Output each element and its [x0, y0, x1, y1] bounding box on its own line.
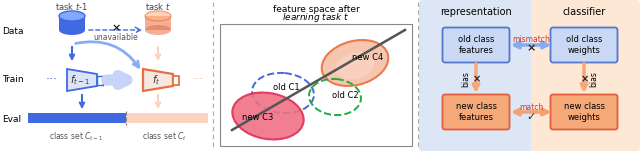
- Text: old class
weights: old class weights: [566, 35, 602, 55]
- Text: unavailable: unavailable: [93, 34, 138, 42]
- Ellipse shape: [59, 25, 85, 35]
- Text: mismatch: mismatch: [512, 34, 550, 43]
- Ellipse shape: [145, 11, 171, 21]
- Text: old class
features: old class features: [458, 35, 494, 55]
- FancyBboxPatch shape: [419, 0, 533, 151]
- Polygon shape: [59, 16, 85, 30]
- FancyBboxPatch shape: [442, 27, 509, 63]
- Ellipse shape: [232, 93, 303, 140]
- Ellipse shape: [322, 40, 388, 86]
- Text: feature space after: feature space after: [273, 5, 360, 13]
- FancyBboxPatch shape: [97, 76, 103, 85]
- Text: Data: Data: [2, 27, 24, 37]
- Text: class set $C_{t-1}$: class set $C_{t-1}$: [49, 131, 103, 143]
- FancyBboxPatch shape: [531, 0, 640, 151]
- Text: task $t$-1: task $t$-1: [56, 0, 88, 11]
- Text: representation: representation: [440, 7, 512, 17]
- Text: learning task $t$: learning task $t$: [282, 11, 349, 24]
- Text: new C3: new C3: [243, 114, 274, 122]
- Polygon shape: [145, 16, 171, 30]
- Polygon shape: [143, 69, 173, 91]
- Text: match: match: [519, 103, 543, 111]
- Text: Eval: Eval: [2, 116, 21, 125]
- Text: old C2: old C2: [332, 90, 358, 100]
- FancyBboxPatch shape: [442, 95, 509, 130]
- FancyBboxPatch shape: [550, 27, 618, 63]
- Text: task $t$: task $t$: [145, 0, 171, 11]
- Text: $f_{t-1}$: $f_{t-1}$: [70, 73, 90, 87]
- Ellipse shape: [145, 25, 171, 35]
- Text: $f_t$: $f_t$: [152, 73, 160, 87]
- Text: class set $C_t$: class set $C_t$: [143, 131, 188, 143]
- Text: old C1: old C1: [273, 84, 300, 93]
- Text: $\checkmark$: $\checkmark$: [526, 111, 536, 121]
- Text: new class
features: new class features: [456, 102, 497, 122]
- Text: $\mathbf{\times}$: $\mathbf{\times}$: [580, 74, 588, 84]
- Polygon shape: [28, 113, 126, 123]
- Ellipse shape: [59, 11, 85, 21]
- Text: ···: ···: [192, 74, 204, 87]
- Text: classifier: classifier: [563, 7, 605, 17]
- Text: $\mathbf{\times}$: $\mathbf{\times}$: [111, 23, 121, 33]
- Text: Train: Train: [2, 76, 24, 85]
- Text: $\mathbf{\times}$: $\mathbf{\times}$: [526, 43, 536, 53]
- Text: ···: ···: [46, 74, 58, 87]
- FancyBboxPatch shape: [126, 113, 208, 123]
- Ellipse shape: [335, 52, 374, 80]
- Text: new C4: new C4: [353, 53, 383, 61]
- Text: $\mathbf{\times}$: $\mathbf{\times}$: [472, 74, 481, 84]
- FancyBboxPatch shape: [173, 76, 179, 85]
- FancyBboxPatch shape: [550, 95, 618, 130]
- Text: new class
weights: new class weights: [563, 102, 605, 122]
- Polygon shape: [67, 69, 97, 91]
- FancyBboxPatch shape: [220, 24, 412, 146]
- Text: bias: bias: [589, 71, 598, 87]
- Text: bias: bias: [461, 71, 470, 87]
